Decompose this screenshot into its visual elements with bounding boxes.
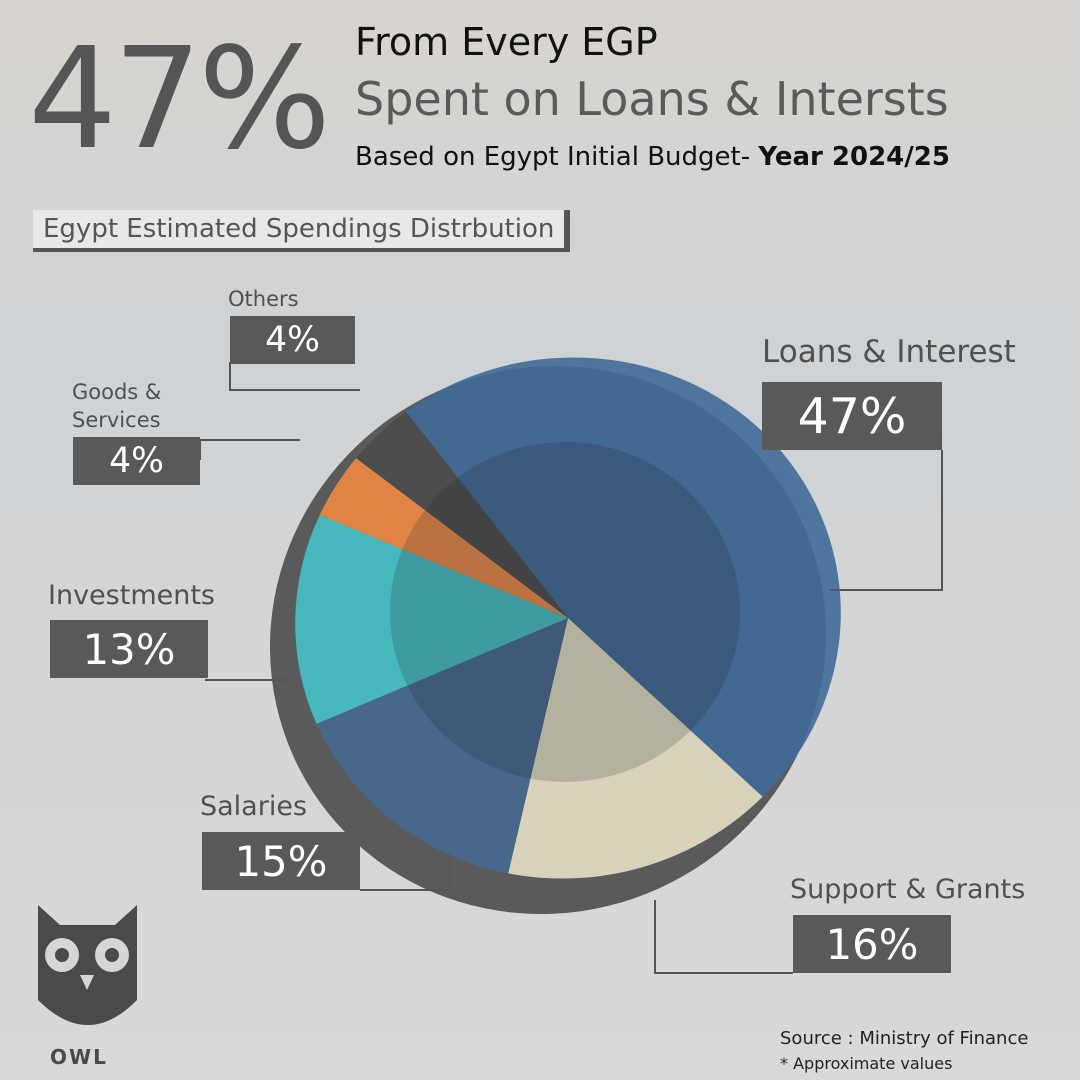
brand: OWL (50, 1045, 108, 1069)
category-label: Loans & Interest (762, 334, 1016, 370)
title-line1: From Every EGP (355, 20, 658, 64)
pie-slice (508, 618, 763, 879)
title-line2: Spent on Loans & Intersts (355, 72, 949, 126)
category-label: Investments (48, 580, 215, 611)
category-label: Support & Grants (790, 874, 1026, 905)
value-label: 47% (762, 382, 942, 450)
basis: Based on Egypt Initial Budget- (355, 142, 759, 172)
pie (295, 357, 841, 879)
pie-slice (316, 618, 568, 874)
pie-slice (319, 458, 568, 618)
category-label: Goods & Services (72, 380, 162, 432)
pie-slice (295, 514, 568, 724)
category-label: Others (228, 287, 299, 311)
pie-slice (406, 357, 841, 797)
value-label: 13% (50, 620, 208, 678)
headline: 47% (28, 18, 331, 181)
value-label: 16% (793, 915, 951, 973)
pie-slice (356, 411, 568, 618)
year: Year 2024/25 (758, 142, 950, 172)
note: * Approximate values (780, 1054, 953, 1073)
category-label: Salaries (200, 791, 308, 822)
value-label: 15% (202, 832, 360, 890)
value-label: 4% (73, 437, 200, 485)
chart-title: Egypt Estimated Spendings Distrbution (33, 210, 571, 252)
coin-center (390, 442, 740, 782)
source: Source : Ministry of Finance (780, 1028, 1029, 1049)
leader-lines (199, 362, 943, 974)
value-label: 4% (230, 316, 355, 364)
owl-logo (38, 905, 137, 1025)
title-line3: Based on Egypt Initial Budget- Year 2024… (355, 142, 950, 172)
